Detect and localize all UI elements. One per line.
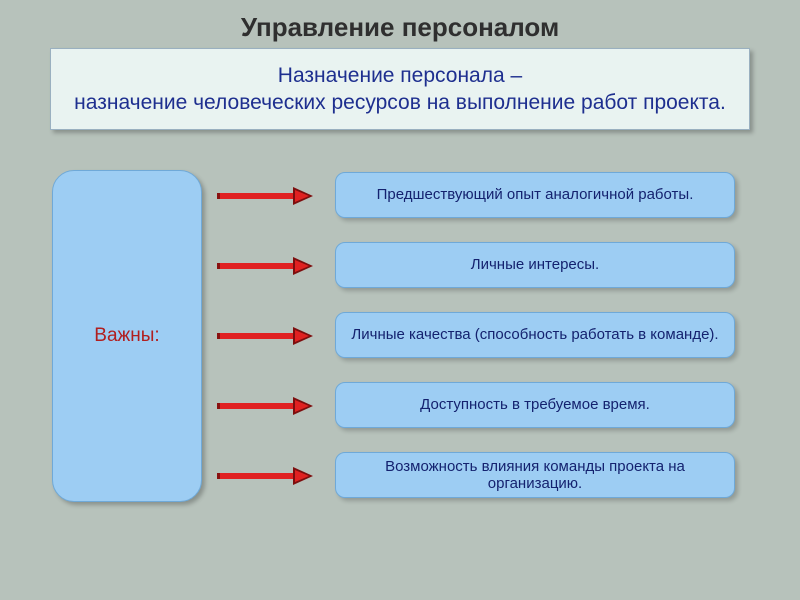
arrow-4 xyxy=(220,470,315,482)
arrow-shaft xyxy=(220,403,297,409)
arrow-shaft xyxy=(220,263,297,269)
arrow-shaft xyxy=(220,333,297,339)
factor-box-1: Личные интересы. xyxy=(335,242,735,288)
factor-box-2: Личные качества (способность работать в … xyxy=(335,312,735,358)
slide-title: Управление персоналом xyxy=(0,12,800,43)
arrow-3 xyxy=(220,400,315,412)
arrow-0 xyxy=(220,190,315,202)
arrow-head-inner-icon xyxy=(295,470,309,482)
arrow-head-inner-icon xyxy=(295,400,309,412)
importance-box: Важны: xyxy=(52,170,202,502)
definition-line-1: Назначение персонала – xyxy=(59,62,741,89)
arrow-2 xyxy=(220,330,315,342)
slide-canvas: Управление персоналом Назначение персона… xyxy=(0,0,800,600)
arrow-shaft xyxy=(220,473,297,479)
arrow-1 xyxy=(220,260,315,272)
factor-box-0: Предшествующий опыт аналогичной работы. xyxy=(335,172,735,218)
definition-box: Назначение персонала – назначение челове… xyxy=(50,48,750,130)
arrow-head-inner-icon xyxy=(295,260,309,272)
arrow-head-inner-icon xyxy=(295,190,309,202)
factor-box-3: Доступность в требуемое время. xyxy=(335,382,735,428)
arrow-shaft xyxy=(220,193,297,199)
definition-line-2: назначение человеческих ресурсов на выпо… xyxy=(59,89,741,116)
arrow-head-inner-icon xyxy=(295,330,309,342)
factor-box-4: Возможность влияния команды проекта на о… xyxy=(335,452,735,498)
importance-label: Важны: xyxy=(94,325,159,347)
